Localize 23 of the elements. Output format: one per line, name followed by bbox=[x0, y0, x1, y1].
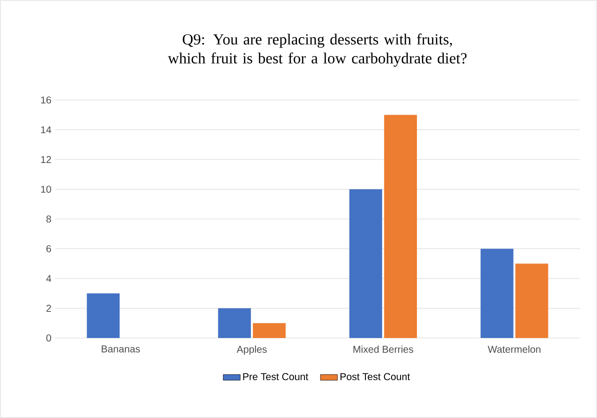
legend-label: Pre Test Count bbox=[243, 373, 308, 380]
y-tick-label: 8 bbox=[46, 215, 52, 223]
bar bbox=[384, 114, 417, 338]
y-tick-label: 4 bbox=[46, 275, 52, 282]
bar bbox=[218, 308, 251, 338]
y-tick-label: 0 bbox=[46, 334, 52, 342]
y-tick-label: 6 bbox=[46, 245, 52, 252]
bar bbox=[480, 248, 514, 338]
bar bbox=[515, 264, 548, 338]
bar bbox=[349, 189, 382, 338]
x-tick-label: Watermelon bbox=[488, 346, 540, 353]
y-tick-label: 10 bbox=[41, 186, 52, 193]
bar bbox=[252, 323, 286, 338]
y-tick-label: 2 bbox=[46, 304, 51, 312]
y-tick-label: 16 bbox=[41, 96, 52, 104]
x-tick-label: Apples bbox=[236, 346, 267, 355]
x-tick-label: Bananas bbox=[102, 346, 140, 352]
chart-title: Q9: You are replacing desserts with fruits, which fruit is best for a low carbohydrate diet? bbox=[168, 34, 467, 67]
y-tick-label: 12 bbox=[41, 156, 51, 163]
x-tick-label: Mixed Berries bbox=[353, 346, 414, 353]
legend-label: Post Test Count bbox=[340, 373, 410, 380]
bar bbox=[86, 293, 120, 338]
y-tick-label: 14 bbox=[41, 126, 52, 134]
